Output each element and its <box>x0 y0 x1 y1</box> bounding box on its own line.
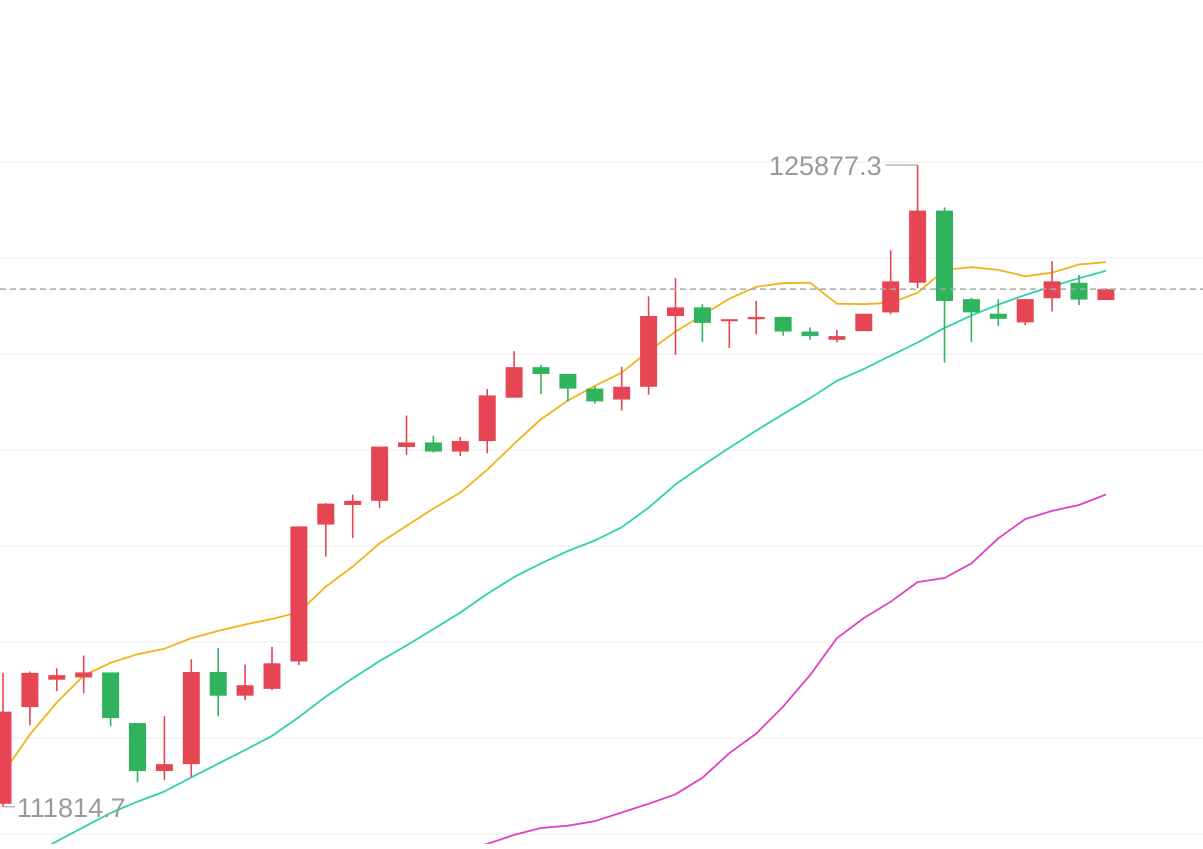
grid-lines <box>0 161 1203 835</box>
candle[interactable] <box>774 316 792 336</box>
candle-body <box>129 723 146 771</box>
candle-body <box>613 386 631 400</box>
candle-body <box>21 672 39 708</box>
candle-body <box>398 442 415 447</box>
candle-body <box>747 316 765 320</box>
candle-body <box>855 313 873 332</box>
candle-body <box>155 764 173 771</box>
candle-body <box>801 331 819 337</box>
candle[interactable] <box>371 446 389 509</box>
candle-body <box>263 663 281 689</box>
candle-body <box>182 671 200 765</box>
candle[interactable] <box>209 647 227 717</box>
candle-body <box>209 671 227 696</box>
candle[interactable] <box>451 436 469 457</box>
candle-body <box>317 503 335 525</box>
candle-body <box>936 210 953 301</box>
candle[interactable] <box>1097 288 1115 301</box>
candle[interactable] <box>1043 261 1061 312</box>
candle[interactable] <box>48 668 66 692</box>
candle[interactable] <box>1016 299 1034 326</box>
candle[interactable] <box>155 716 173 781</box>
candle-body <box>693 307 711 323</box>
candle[interactable] <box>532 364 550 395</box>
candle-body <box>989 313 1007 319</box>
candle-body <box>48 675 66 680</box>
candle-body <box>424 442 442 452</box>
candle[interactable] <box>828 329 846 343</box>
candle[interactable] <box>720 319 738 348</box>
candle-body <box>559 373 577 389</box>
candle[interactable] <box>747 300 765 335</box>
candle[interactable] <box>1070 274 1088 306</box>
candle-body <box>102 672 120 719</box>
candle[interactable] <box>290 526 308 666</box>
low-price-label: 111814.7 <box>17 793 126 823</box>
candle-body <box>0 711 12 804</box>
candle[interactable] <box>909 164 927 289</box>
candle[interactable] <box>317 503 335 557</box>
candle-body <box>344 500 362 505</box>
candle-body <box>532 367 550 374</box>
candle[interactable] <box>424 435 442 453</box>
candle-body <box>75 672 93 678</box>
extreme-labels: 125877.3 111814.7 <box>3 151 918 823</box>
ma-line-ma-mid <box>40 270 1107 849</box>
candle-body <box>290 526 308 662</box>
candle[interactable] <box>398 415 415 455</box>
candle[interactable] <box>505 351 523 398</box>
candle[interactable] <box>855 313 873 332</box>
candle[interactable] <box>989 299 1007 327</box>
moving-average-lines <box>2 261 1107 849</box>
candle[interactable] <box>182 659 200 777</box>
candle[interactable] <box>801 327 819 340</box>
candle[interactable] <box>882 250 900 315</box>
candle-body <box>882 281 900 313</box>
candle[interactable] <box>559 373 577 402</box>
candle-body <box>371 446 389 501</box>
candle-body <box>1070 282 1088 300</box>
ma-line-ma-slow <box>466 493 1107 849</box>
candle-body <box>1097 289 1115 301</box>
candle[interactable] <box>75 655 93 694</box>
candle-body <box>667 307 684 317</box>
candle[interactable] <box>962 297 980 343</box>
candle-body <box>962 299 980 313</box>
candle-body <box>720 319 738 322</box>
ma-line-ma-fast <box>2 261 1106 774</box>
candle-body <box>478 395 496 442</box>
candle-body <box>505 367 523 398</box>
candle-body <box>828 336 846 340</box>
candle-body <box>1016 299 1034 323</box>
candles <box>0 164 1115 807</box>
candle[interactable] <box>478 389 496 454</box>
candle[interactable] <box>236 664 254 701</box>
candle-body <box>586 388 604 402</box>
candle-body <box>236 685 254 696</box>
candle[interactable] <box>693 304 711 343</box>
candle-body <box>774 316 792 332</box>
candle[interactable] <box>936 207 953 363</box>
candle[interactable] <box>344 494 362 539</box>
high-price-label: 125877.3 <box>769 151 882 181</box>
candle[interactable] <box>0 672 12 807</box>
candle-body <box>909 210 927 283</box>
candle[interactable] <box>640 296 658 395</box>
candle-body <box>451 441 469 452</box>
candle[interactable] <box>129 723 146 783</box>
candle-body <box>640 316 658 387</box>
candle[interactable] <box>586 385 604 404</box>
candle[interactable] <box>102 672 120 727</box>
candle[interactable] <box>613 366 631 411</box>
candle[interactable] <box>263 646 281 691</box>
candle[interactable] <box>21 671 39 726</box>
candle[interactable] <box>667 278 684 355</box>
